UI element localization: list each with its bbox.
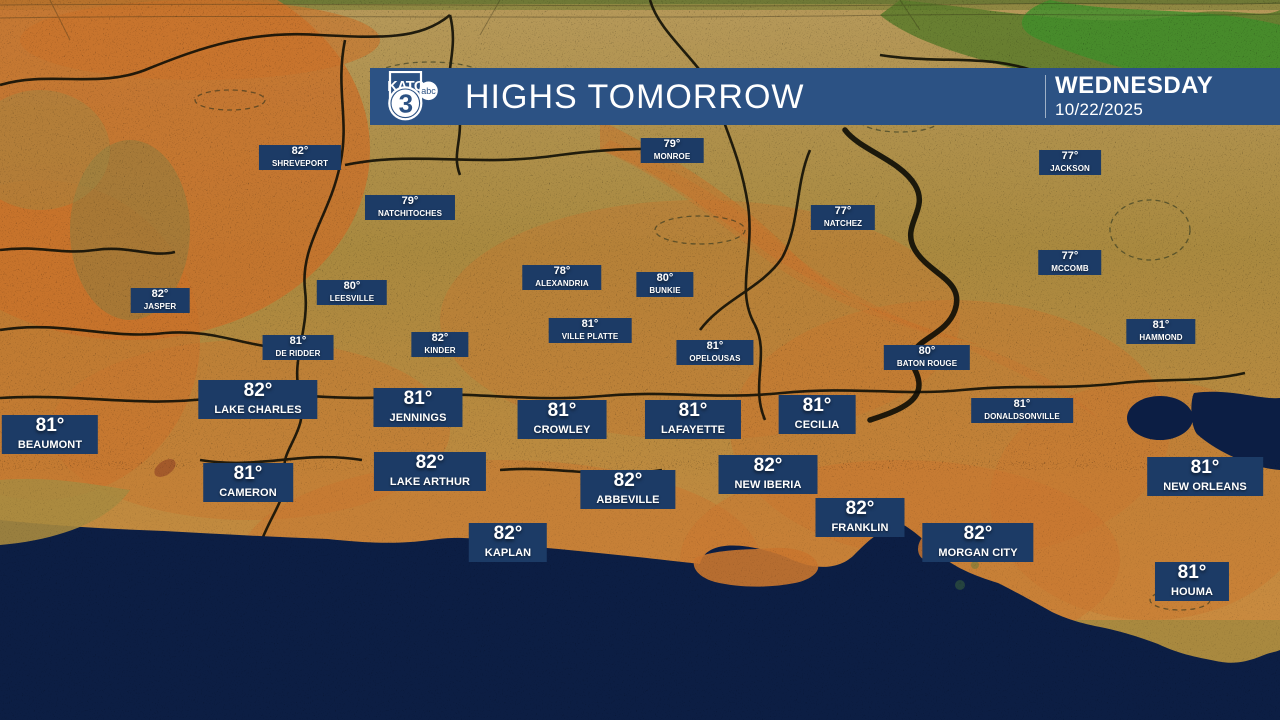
svg-text:3: 3 <box>399 89 413 119</box>
svg-text:abc: abc <box>421 86 436 96</box>
